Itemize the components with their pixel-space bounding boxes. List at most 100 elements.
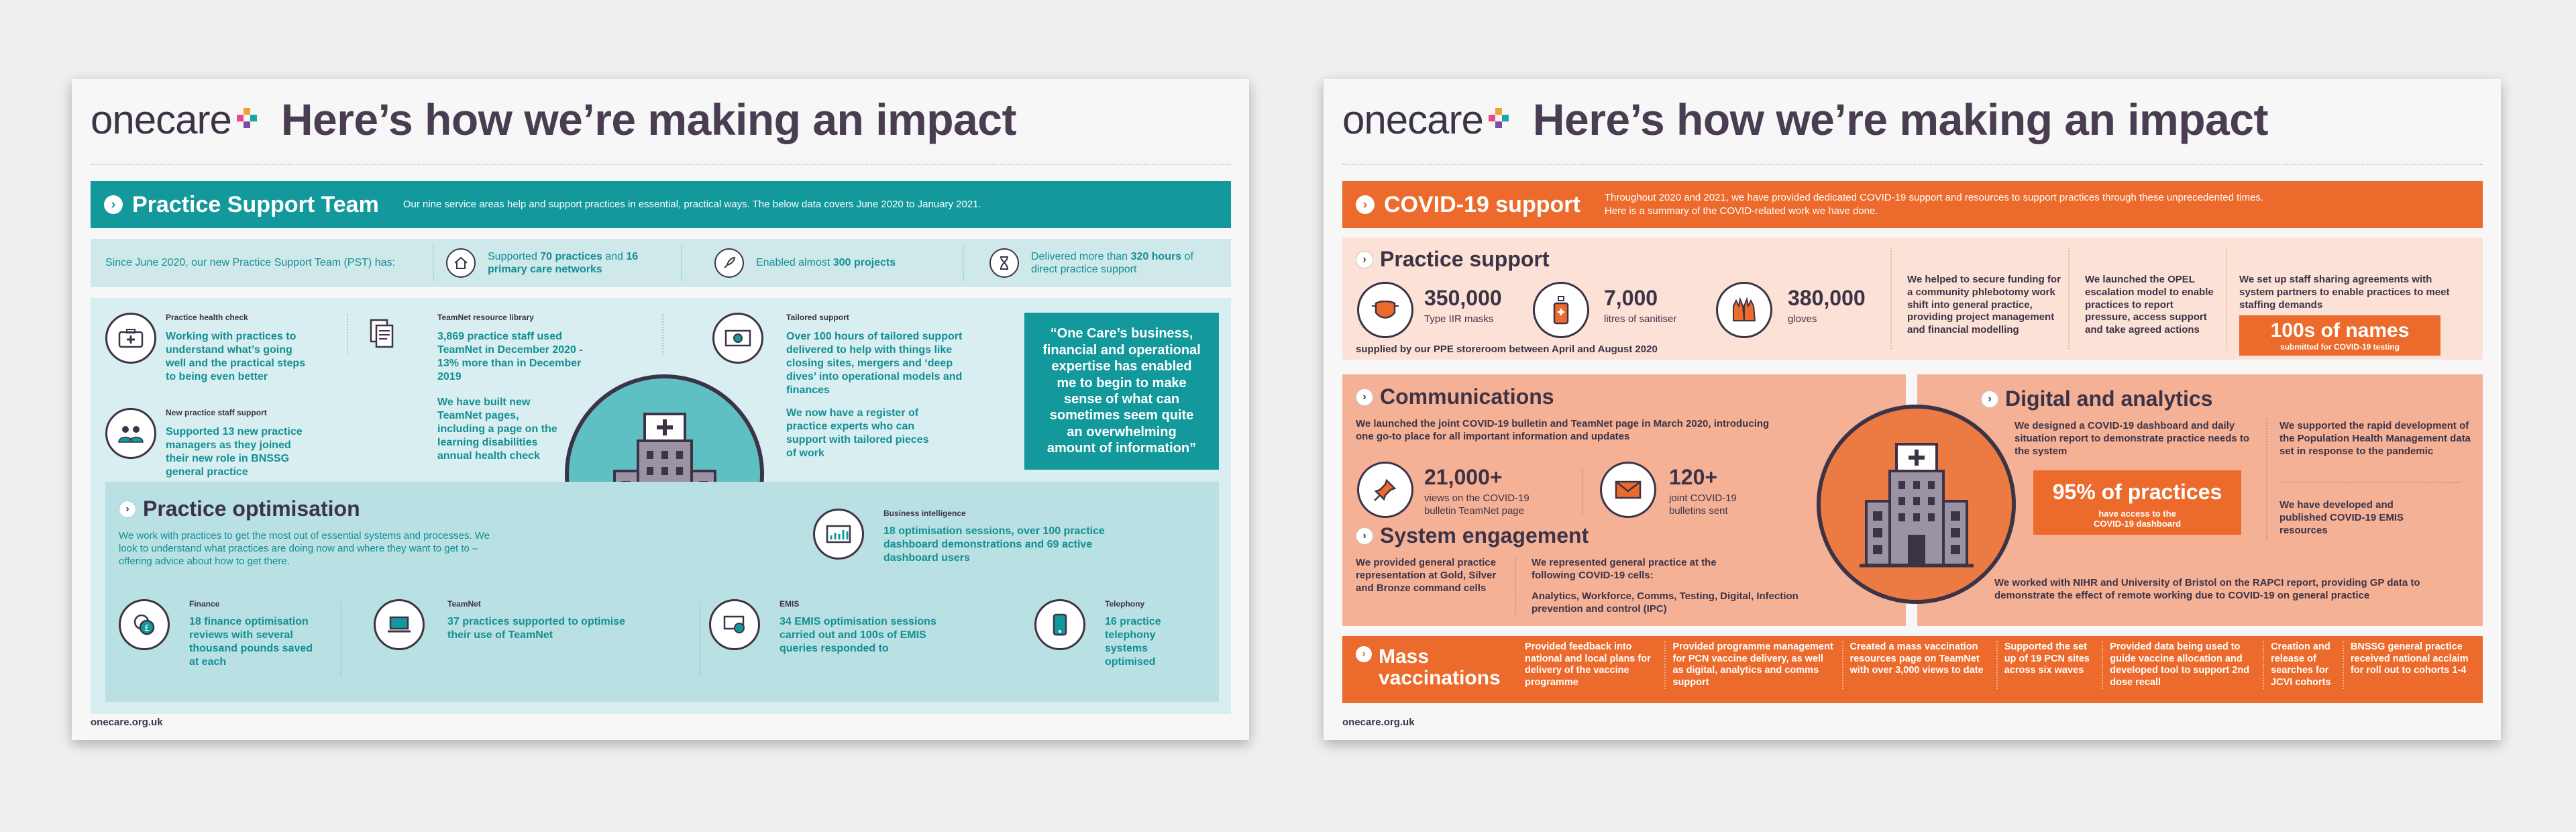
command-cells-text: We provided general practice representat… bbox=[1356, 557, 1497, 594]
card-text: 3,869 practice staff used TeamNet in Dec… bbox=[437, 331, 583, 382]
svg-text:£: £ bbox=[144, 623, 150, 633]
stat-label: litres of sanitiser bbox=[1604, 313, 1677, 325]
chevron-right-icon: › bbox=[1356, 250, 1373, 268]
vaccination-item: Creation and release of searches for JCV… bbox=[2264, 641, 2344, 689]
section-title: Practice optimisation bbox=[143, 497, 360, 521]
section-description: Throughout 2020 and 2021, we have provid… bbox=[1604, 191, 2264, 217]
divider bbox=[2279, 482, 2461, 483]
section-band-covid: › COVID-19 support Throughout 2020 and 2… bbox=[1342, 181, 2483, 228]
vaccination-item: Provided feedback into national and loca… bbox=[1525, 641, 1666, 689]
stat-projects: Enabled almost 300 projects bbox=[714, 248, 896, 278]
divider bbox=[1515, 557, 1516, 614]
divider bbox=[1342, 164, 2483, 165]
communications-text: We launched the joint COVID-19 bulletin … bbox=[1356, 418, 1770, 442]
card-text: We now have a register of practice exper… bbox=[786, 407, 929, 459]
chevron-right-icon: › bbox=[1356, 195, 1375, 214]
card-label: Finance bbox=[189, 599, 220, 609]
divider bbox=[2068, 248, 2070, 349]
card-text: Working with practices to understand wha… bbox=[166, 331, 306, 382]
optimisation-description: We work with practices to get the most o… bbox=[119, 530, 490, 567]
badge-number: 95% of practices bbox=[2052, 480, 2222, 504]
vaccination-item: Supported the set up of 19 PCN sites acr… bbox=[1998, 641, 2104, 689]
rocket-icon bbox=[714, 248, 744, 278]
chevron-right-icon: › bbox=[1356, 388, 1373, 406]
card-text: 37 practices supported to optimise their… bbox=[447, 616, 625, 641]
stat-gloves: 380,000 gloves bbox=[1788, 286, 1866, 326]
documents-icon bbox=[360, 313, 403, 356]
hospital-icon bbox=[1817, 405, 2016, 604]
section-title: Digital and analytics bbox=[2005, 386, 2213, 411]
card-label: Telephony bbox=[1105, 599, 1145, 609]
ppe-footnote: supplied by our PPE storeroom between Ap… bbox=[1356, 344, 1658, 355]
card-label: TeamNet bbox=[447, 599, 481, 609]
stat-strong: 320 hours bbox=[1130, 250, 1182, 262]
section-band-pst: › Practice Support Team Our nine service… bbox=[91, 181, 1231, 228]
opel-text: We launched the OPEL escalation model to… bbox=[2085, 274, 2214, 335]
divider bbox=[681, 246, 682, 280]
dashboard-text: We designed a COVID-19 dashboard and dai… bbox=[2015, 420, 2250, 457]
covid-cells-text: We represented general practice at the f… bbox=[1532, 557, 1717, 581]
chevron-right-icon: › bbox=[1356, 527, 1373, 545]
section-title: vaccinations bbox=[1379, 666, 1501, 689]
people-icon bbox=[105, 408, 156, 459]
page-title: Here’s how we’re making an impact bbox=[280, 95, 1017, 144]
teamnet-card: TeamNet 37 practices supported to optimi… bbox=[447, 599, 649, 642]
divider bbox=[347, 314, 348, 354]
poster-practice-support: onecare Here’s how we’re making an impac… bbox=[72, 79, 1249, 740]
optimisation-header: › Practice optimisation bbox=[119, 497, 360, 521]
footer-url[interactable]: onecare.org.uk bbox=[91, 717, 163, 728]
stat-label: views on the COVID-19 bulletin TeamNet p… bbox=[1424, 492, 1529, 517]
section-description: Our nine service areas help and support … bbox=[402, 198, 981, 210]
stats-intro: Since June 2020, our new Practice Suppor… bbox=[105, 257, 395, 268]
divider bbox=[699, 603, 700, 676]
stat-hours: Delivered more than 320 hours of direct … bbox=[989, 248, 1219, 278]
finance-card: Finance 18 finance optimisation reviews … bbox=[189, 599, 323, 669]
card-label: Practice health check bbox=[166, 313, 248, 322]
mass-vaccinations-band bbox=[1342, 636, 2483, 703]
card-label: EMIS bbox=[780, 599, 800, 609]
divider bbox=[2226, 248, 2227, 349]
card-text: We have built new TeamNet pages, includi… bbox=[437, 397, 557, 462]
covid-cells-list: Analytics, Workforce, Comms, Testing, Di… bbox=[1532, 590, 1799, 615]
mass-vaccinations-columns: Provided feedback into national and loca… bbox=[1525, 641, 2477, 689]
logo-text: onecare bbox=[1342, 97, 1484, 142]
tailored-support-card: Tailored support Over 100 hours of tailo… bbox=[786, 313, 981, 460]
sanitiser-icon bbox=[1533, 282, 1589, 338]
logo-mark-icon bbox=[1487, 103, 1510, 136]
dashboard-badge: 95% of practices have access to the COVI… bbox=[2033, 470, 2241, 535]
optimisation-panel bbox=[105, 482, 1219, 702]
section-title: Practice support bbox=[1380, 247, 1550, 271]
chevron-right-icon: › bbox=[104, 195, 123, 214]
section-title: COVID-19 support bbox=[1384, 191, 1580, 217]
dashboard-chart-icon bbox=[813, 509, 864, 560]
footer-url[interactable]: onecare.org.uk bbox=[1342, 717, 1415, 728]
stat-practices: Supported 70 practices and 16 primary ca… bbox=[446, 248, 649, 278]
mass-vaccinations-header: › Mass vaccinations bbox=[1356, 646, 1501, 688]
laptop-icon bbox=[374, 599, 425, 650]
testimonial-quote: “One Care’s business, financial and oper… bbox=[1024, 313, 1219, 470]
practice-support-header: › Practice support bbox=[1356, 247, 1550, 272]
card-text: 18 finance optimisation reviews with sev… bbox=[189, 616, 313, 668]
phm-text: We supported the rapid development of th… bbox=[2279, 420, 2471, 457]
envelope-icon bbox=[1600, 462, 1656, 518]
logo-mark-icon bbox=[235, 103, 258, 136]
hourglass-icon bbox=[989, 248, 1019, 278]
card-text: 16 practice telephony systems optimised bbox=[1105, 616, 1161, 668]
house-icon bbox=[446, 248, 476, 278]
poster-header: onecare Here’s how we’re making an impac… bbox=[91, 95, 1231, 144]
stat-sanitiser: 7,000 litres of sanitiser bbox=[1604, 286, 1676, 326]
poster-covid-support: onecare Here’s how we’re making an impac… bbox=[1324, 79, 2501, 740]
digital-header: › Digital and analytics bbox=[1981, 386, 2212, 411]
card-text: 34 EMIS optimisation sessions carried ou… bbox=[780, 616, 936, 654]
communications-header: › Communications bbox=[1356, 384, 1554, 409]
first-aid-kit-icon bbox=[105, 313, 156, 364]
stat-views: 21,000+ views on the COVID-19 bulletin T… bbox=[1424, 465, 1558, 518]
badge-number: 100s of names bbox=[2270, 319, 2410, 342]
divider bbox=[340, 603, 341, 676]
stat-text: of direct practice support bbox=[1031, 250, 1193, 275]
badge-label: have access to the COVID-19 dashboard bbox=[2093, 509, 2182, 529]
stat-text: and bbox=[602, 250, 627, 262]
health-check-card: Practice health check Working with pract… bbox=[166, 313, 307, 384]
teamnet-library-card: TeamNet resource library 3,869 practice … bbox=[437, 313, 598, 463]
section-title: Mass bbox=[1379, 645, 1430, 668]
